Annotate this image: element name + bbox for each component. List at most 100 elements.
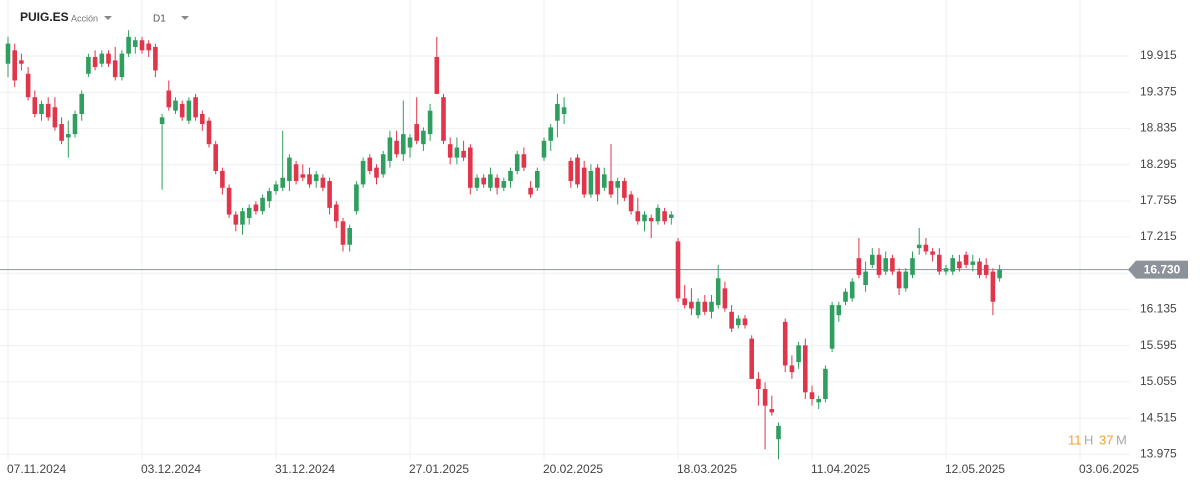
candle-body <box>715 278 721 306</box>
candle-body <box>447 144 453 158</box>
candle-body <box>896 271 902 289</box>
candle-body <box>501 181 507 188</box>
candle-body <box>461 150 466 158</box>
candle-body <box>675 241 681 299</box>
candle-body <box>414 124 419 141</box>
candle-body <box>581 167 587 195</box>
x-tick-label: 12.05.2025 <box>945 462 1005 476</box>
candle-body <box>863 271 868 285</box>
candle-body <box>977 261 982 275</box>
candle-body <box>153 46 158 71</box>
y-tick-label: 17.755 <box>1140 193 1177 207</box>
candle-body <box>602 174 607 188</box>
candle-body <box>12 50 17 81</box>
candle-body <box>273 184 279 192</box>
candle-body <box>133 40 138 47</box>
candle-body <box>930 251 935 255</box>
candle-body <box>19 60 24 64</box>
dropdown-arrow[interactable] <box>181 16 189 20</box>
timer-unit: M <box>1116 432 1127 447</box>
candle-body <box>454 147 460 158</box>
candle-body <box>240 211 245 225</box>
candle-body <box>595 167 600 195</box>
timer-hours: 11 <box>1068 432 1082 447</box>
candle-body <box>756 378 761 389</box>
candle-body <box>782 321 788 366</box>
candle-body <box>5 43 11 64</box>
candle-body <box>407 137 413 148</box>
x-tick-label: 03.06.2025 <box>1079 462 1139 476</box>
candle-body <box>702 301 708 312</box>
candle-body <box>682 298 687 306</box>
candle-body <box>307 174 312 185</box>
candle-body <box>25 73 31 98</box>
dropdown-arrow[interactable] <box>104 16 112 20</box>
candle-body <box>206 120 212 145</box>
candle-body <box>514 154 520 171</box>
y-tick-label: 19.375 <box>1140 84 1177 98</box>
timer-unit: H <box>1084 432 1093 447</box>
candle-body <box>528 187 533 195</box>
candle-body <box>32 97 38 114</box>
candle-body <box>856 258 862 275</box>
timer-minutes: 37 <box>1099 432 1113 447</box>
candle-body <box>173 100 178 111</box>
last-price-tag <box>1128 260 1188 279</box>
candle-body <box>347 227 352 245</box>
plot: 13.97514.51515.05515.59516.13516.67517.2… <box>0 0 1188 476</box>
candle-body <box>300 174 306 178</box>
candle-body <box>662 211 667 222</box>
candle-body <box>541 140 547 158</box>
candle-body <box>280 177 285 188</box>
asset-type: Acción <box>71 13 98 23</box>
candle-body <box>883 258 888 272</box>
x-tick-label: 27.01.2025 <box>409 462 469 476</box>
candle-body <box>226 187 232 215</box>
candle-body <box>561 107 567 114</box>
candle-body <box>86 56 91 74</box>
candle-body <box>628 194 634 212</box>
candle-body <box>427 110 433 135</box>
candle-body <box>823 368 828 399</box>
candle-body <box>260 197 265 212</box>
candle-body <box>367 157 373 171</box>
candle-body <box>843 291 848 302</box>
candle-body <box>615 181 620 188</box>
candle-body <box>213 144 218 171</box>
candle-body <box>313 174 319 182</box>
candle-body <box>434 56 440 94</box>
x-tick-label: 20.02.2025 <box>543 462 603 476</box>
x-tick-label: 07.11.2024 <box>7 462 66 476</box>
timeframe[interactable]: D1 <box>153 14 166 25</box>
candle-body <box>287 157 292 182</box>
candle-body <box>983 264 989 275</box>
candle-body <box>253 204 259 212</box>
candle-body <box>903 271 909 289</box>
candle-body <box>106 53 111 64</box>
candle-body <box>555 103 560 121</box>
candle-body <box>246 207 252 218</box>
candle-body <box>796 345 801 363</box>
candle-body <box>695 301 701 316</box>
candle-body <box>568 160 574 182</box>
candle-body <box>608 181 614 195</box>
candle-body <box>327 181 332 208</box>
candle-body <box>139 40 145 51</box>
candle-body <box>354 184 359 212</box>
candle-body <box>52 107 58 128</box>
candle-body <box>990 271 996 302</box>
candle-body <box>521 154 527 168</box>
candle-body <box>950 258 955 272</box>
candle-body <box>39 103 44 114</box>
y-tick-label: 15.595 <box>1140 338 1177 352</box>
candle-body <box>112 60 118 78</box>
candle-body <box>963 254 969 265</box>
candle-body <box>186 100 192 121</box>
candle-body <box>689 301 694 309</box>
candle-body <box>776 425 781 440</box>
candle-body <box>916 244 922 249</box>
candle-body <box>957 261 962 269</box>
candle-body <box>488 174 493 188</box>
candle-body <box>769 409 775 413</box>
